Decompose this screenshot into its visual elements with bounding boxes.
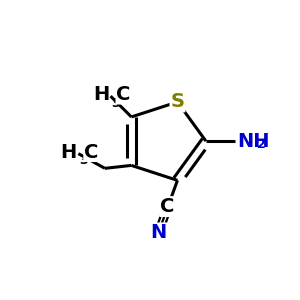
Text: 3: 3 [111, 97, 120, 110]
Text: S: S [170, 92, 184, 112]
Text: C: C [84, 142, 98, 162]
Text: H: H [93, 85, 109, 104]
Text: H: H [61, 142, 77, 162]
Text: N: N [150, 224, 167, 242]
Text: C: C [116, 85, 130, 104]
Text: C: C [160, 197, 175, 216]
Text: NH: NH [237, 132, 269, 151]
Text: 2: 2 [256, 138, 265, 151]
Text: 3: 3 [79, 154, 88, 167]
